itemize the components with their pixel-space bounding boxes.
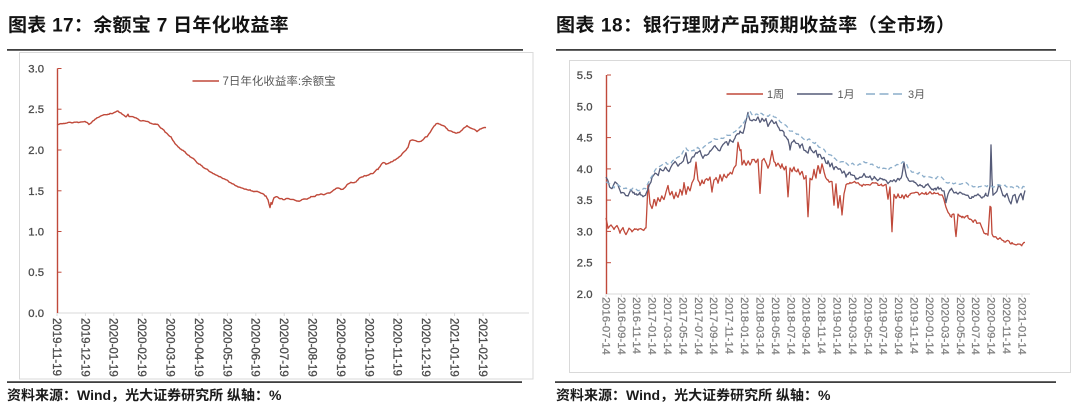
svg-text:2017-07-14: 2017-07-14 bbox=[692, 297, 704, 355]
svg-text:2020-05-14: 2020-05-14 bbox=[954, 297, 966, 355]
svg-text:2017-01-14: 2017-01-14 bbox=[646, 297, 658, 355]
svg-text:2019-03-14: 2019-03-14 bbox=[846, 297, 858, 355]
svg-text:2020-11-14: 2020-11-14 bbox=[1000, 297, 1012, 354]
svg-text:2017-03-14: 2017-03-14 bbox=[661, 297, 673, 355]
svg-text:2017-05-14: 2017-05-14 bbox=[676, 297, 688, 355]
svg-text:2020-02-19: 2020-02-19 bbox=[135, 318, 147, 377]
svg-text:2020-04-19: 2020-04-19 bbox=[192, 318, 204, 377]
svg-text:1月: 1月 bbox=[838, 89, 855, 101]
svg-text:3.0: 3.0 bbox=[28, 64, 44, 76]
svg-text:2016-11-14: 2016-11-14 bbox=[630, 297, 642, 354]
svg-text:2016-09-14: 2016-09-14 bbox=[615, 297, 627, 355]
svg-text:2018-07-14: 2018-07-14 bbox=[784, 297, 796, 355]
svg-text:1.5: 1.5 bbox=[28, 186, 44, 198]
svg-text:3月: 3月 bbox=[908, 89, 925, 101]
svg-text:图表 18：银行理财产品预期收益率（全市场）: 图表 18：银行理财产品预期收益率（全市场） bbox=[556, 15, 956, 37]
svg-text:4.5: 4.5 bbox=[577, 133, 593, 145]
svg-text:2020-09-14: 2020-09-14 bbox=[985, 297, 997, 355]
svg-text:5.5: 5.5 bbox=[577, 70, 593, 82]
svg-text:资料来源：Wind，光大证券研究所 纵轴：%: 资料来源：Wind，光大证券研究所 纵轴：% bbox=[556, 387, 831, 403]
svg-text:2018-05-14: 2018-05-14 bbox=[769, 297, 781, 355]
svg-text:2020-10-19: 2020-10-19 bbox=[362, 318, 374, 377]
svg-text:2020-03-14: 2020-03-14 bbox=[938, 297, 950, 355]
svg-text:2020-01-19: 2020-01-19 bbox=[107, 318, 119, 377]
svg-text:1.0: 1.0 bbox=[28, 227, 44, 239]
svg-text:2.0: 2.0 bbox=[577, 289, 593, 301]
svg-text:2020-05-19: 2020-05-19 bbox=[220, 318, 232, 377]
svg-text:2019-11-19: 2019-11-19 bbox=[50, 318, 62, 376]
svg-text:2.0: 2.0 bbox=[28, 145, 44, 157]
svg-text:2018-03-14: 2018-03-14 bbox=[754, 297, 766, 355]
svg-text:2020-11-19: 2020-11-19 bbox=[391, 318, 403, 376]
svg-text:2020-07-19: 2020-07-19 bbox=[277, 318, 289, 377]
svg-text:5.0: 5.0 bbox=[577, 101, 593, 113]
svg-text:3.0: 3.0 bbox=[577, 226, 593, 238]
svg-text:2019-01-14: 2019-01-14 bbox=[831, 297, 843, 355]
svg-text:0.0: 0.0 bbox=[28, 308, 44, 320]
svg-text:1周: 1周 bbox=[767, 89, 784, 101]
svg-text:2020-06-19: 2020-06-19 bbox=[249, 318, 261, 377]
svg-text:7日年化收益率:余额宝: 7日年化收益率:余额宝 bbox=[223, 75, 336, 88]
svg-text:2020-03-19: 2020-03-19 bbox=[164, 318, 176, 377]
svg-text:2018-01-14: 2018-01-14 bbox=[738, 297, 750, 355]
svg-text:资料来源：Wind，光大证券研究所 纵轴：%: 资料来源：Wind，光大证券研究所 纵轴：% bbox=[7, 387, 282, 403]
svg-text:2020-07-14: 2020-07-14 bbox=[969, 297, 981, 355]
svg-text:2020-08-19: 2020-08-19 bbox=[306, 318, 318, 377]
svg-text:2019-07-14: 2019-07-14 bbox=[877, 297, 889, 355]
svg-text:2017-09-14: 2017-09-14 bbox=[707, 297, 719, 355]
svg-text:2019-12-19: 2019-12-19 bbox=[78, 318, 90, 377]
svg-text:4.0: 4.0 bbox=[577, 164, 593, 176]
svg-text:2021-01-14: 2021-01-14 bbox=[1015, 297, 1027, 355]
svg-text:2.5: 2.5 bbox=[577, 258, 593, 270]
svg-text:2016-07-14: 2016-07-14 bbox=[599, 297, 611, 355]
svg-text:2020-12-19: 2020-12-19 bbox=[419, 318, 431, 377]
svg-text:2021-02-19: 2021-02-19 bbox=[476, 318, 488, 377]
svg-text:2.5: 2.5 bbox=[28, 104, 44, 116]
svg-text:2018-09-14: 2018-09-14 bbox=[800, 297, 812, 355]
svg-text:3.5: 3.5 bbox=[577, 195, 593, 207]
svg-text:2021-01-19: 2021-01-19 bbox=[448, 318, 460, 377]
svg-text:2019-05-14: 2019-05-14 bbox=[861, 297, 873, 355]
svg-text:2017-11-14: 2017-11-14 bbox=[723, 297, 735, 354]
svg-text:2020-09-19: 2020-09-19 bbox=[334, 318, 346, 377]
svg-text:2019-11-14: 2019-11-14 bbox=[908, 297, 920, 354]
svg-text:2019-09-14: 2019-09-14 bbox=[892, 297, 904, 355]
svg-text:0.5: 0.5 bbox=[28, 267, 44, 279]
svg-text:2018-11-14: 2018-11-14 bbox=[815, 297, 827, 354]
svg-text:图表 17：余额宝 7 日年化收益率: 图表 17：余额宝 7 日年化收益率 bbox=[8, 15, 289, 37]
svg-text:2020-01-14: 2020-01-14 bbox=[923, 297, 935, 355]
